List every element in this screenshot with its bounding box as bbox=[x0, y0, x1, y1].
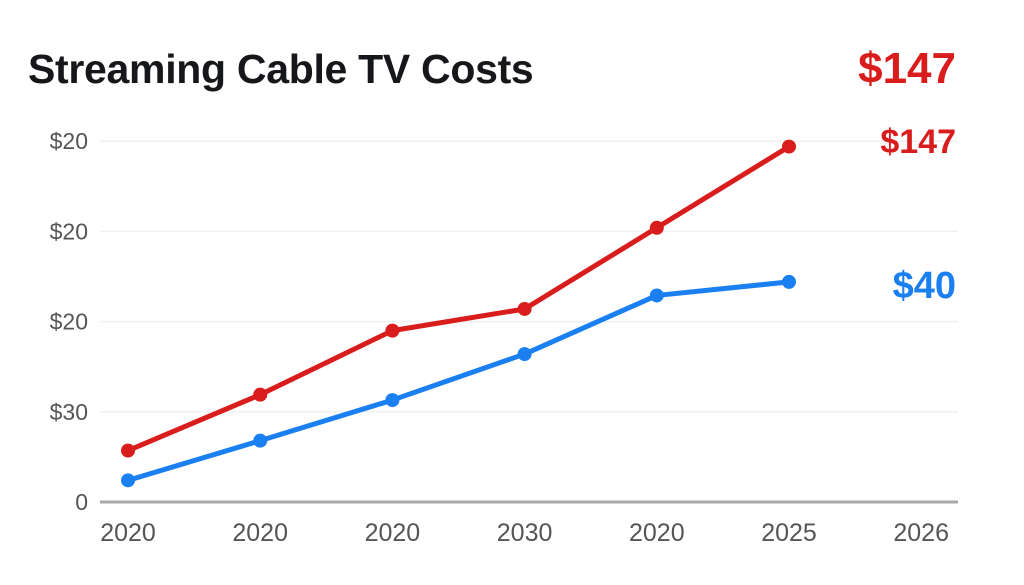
data-point bbox=[385, 323, 400, 338]
data-point bbox=[782, 139, 796, 154]
data-point bbox=[121, 473, 135, 488]
y-tick-label: 0 bbox=[75, 489, 88, 515]
data-point bbox=[121, 443, 135, 458]
chart-title: Streaming Cable TV Costs bbox=[28, 46, 534, 92]
y-tick-label: $20 bbox=[50, 128, 88, 154]
data-point bbox=[517, 301, 532, 316]
x-tick-label: 2026 bbox=[893, 519, 949, 547]
data-point bbox=[517, 347, 532, 362]
x-tick-label: 2020 bbox=[100, 519, 156, 547]
x-tick-label: 2020 bbox=[629, 519, 685, 547]
data-point bbox=[253, 387, 268, 402]
headline-value: $147 bbox=[858, 44, 956, 93]
data-point bbox=[649, 288, 664, 303]
y-tick-label: $30 bbox=[50, 399, 88, 425]
data-point bbox=[385, 393, 400, 408]
series-end-label: $40 bbox=[893, 265, 956, 307]
x-tick-label: 2030 bbox=[497, 519, 553, 547]
y-tick-label: $20 bbox=[50, 218, 88, 244]
data-point bbox=[782, 274, 796, 289]
y-tick-label: $20 bbox=[50, 309, 88, 335]
series-line-0 bbox=[127, 144, 791, 453]
data-point bbox=[253, 433, 268, 448]
x-tick-label: 2020 bbox=[232, 519, 288, 547]
x-tick-label: 2020 bbox=[365, 519, 421, 547]
series-line-1 bbox=[127, 279, 790, 483]
series-end-label: $147 bbox=[880, 123, 956, 161]
x-tick-label: 2025 bbox=[761, 519, 817, 547]
data-point bbox=[649, 220, 664, 235]
